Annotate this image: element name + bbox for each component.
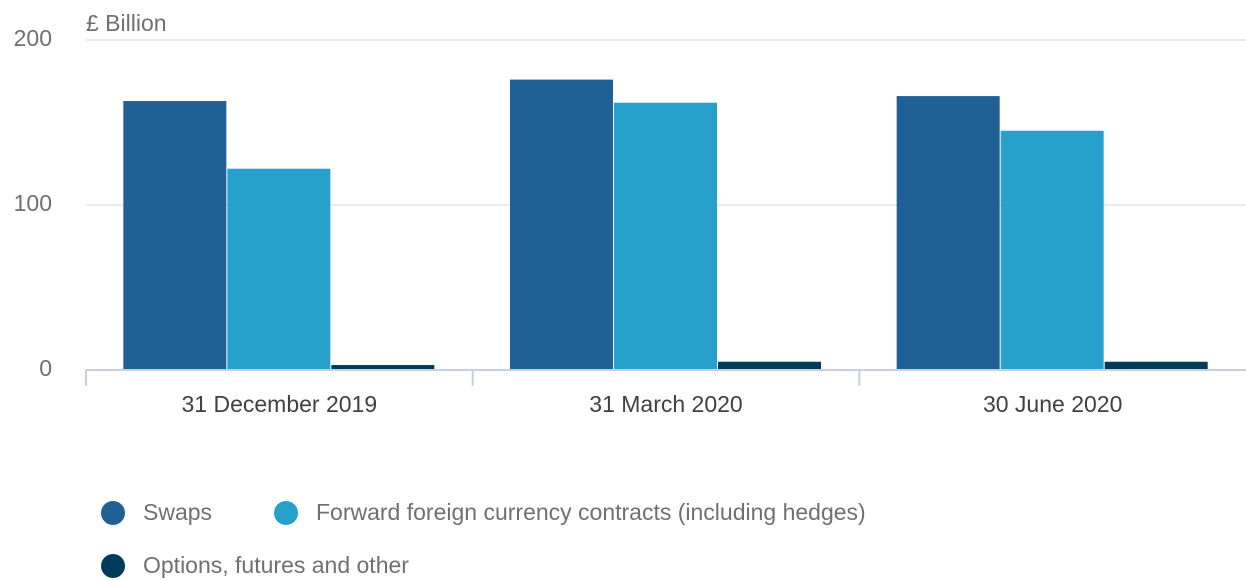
bar bbox=[123, 101, 227, 371]
bar bbox=[227, 168, 331, 370]
legend-swatch bbox=[101, 554, 125, 578]
x-tick-label: 30 June 2020 bbox=[983, 391, 1122, 417]
legend-label: Options, futures and other bbox=[143, 552, 409, 578]
bar bbox=[718, 361, 821, 370]
legend-swatch bbox=[274, 501, 298, 525]
bar bbox=[896, 96, 1000, 370]
bar bbox=[1104, 361, 1208, 370]
y-tick-label: 200 bbox=[14, 25, 52, 51]
bar bbox=[1000, 130, 1104, 370]
x-tick-label: 31 December 2019 bbox=[182, 391, 378, 417]
y-axis-label: £ Billion bbox=[86, 10, 167, 36]
bar bbox=[331, 365, 435, 370]
legend-label: Forward foreign currency contracts (incl… bbox=[316, 499, 866, 525]
y-tick-label: 100 bbox=[14, 190, 52, 216]
legend-label: Swaps bbox=[143, 499, 212, 525]
bar bbox=[510, 79, 613, 370]
legend-swatch bbox=[101, 501, 125, 525]
bar bbox=[614, 102, 717, 370]
y-tick-label: 0 bbox=[39, 355, 52, 381]
x-tick-label: 31 March 2020 bbox=[589, 391, 742, 417]
